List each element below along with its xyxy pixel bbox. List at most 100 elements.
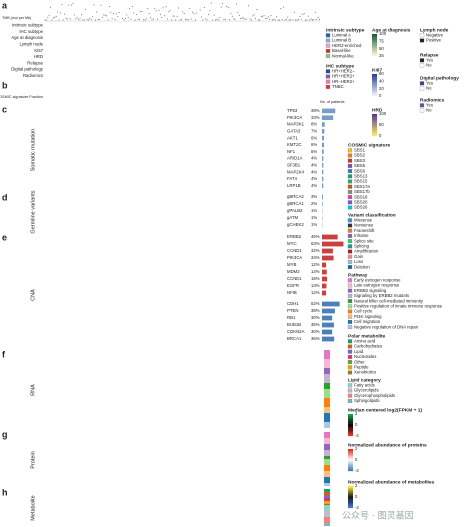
tmb-dot	[274, 19, 276, 21]
tmb-dot	[193, 13, 195, 15]
tmb-dot	[270, 15, 272, 17]
tmb-dot	[126, 14, 128, 16]
tmb-dot	[199, 9, 201, 11]
tmb-dot	[260, 15, 262, 17]
tmb-dot	[302, 14, 304, 16]
tmb-dot	[80, 14, 82, 16]
tmb-dot	[220, 6, 222, 8]
gene-name: FAT4	[287, 176, 298, 181]
tmb-dot	[158, 9, 160, 11]
tmb-dot	[130, 18, 132, 20]
tmb-dot	[145, 18, 147, 20]
gene-name: SF3B1	[287, 163, 301, 168]
tmb-dot	[194, 19, 196, 21]
tmb-dot	[256, 9, 258, 11]
tmb-dot	[224, 18, 226, 20]
tmb-dot	[249, 18, 251, 20]
tmb-dot	[123, 19, 125, 21]
tmb-dot	[253, 14, 255, 16]
tmb-dot	[94, 19, 96, 21]
track-label: Relapse	[27, 60, 43, 65]
tmb-dot	[62, 19, 64, 21]
tmb-dot	[148, 13, 150, 15]
tmb-dot	[85, 8, 87, 10]
tmb-dot	[82, 19, 84, 21]
tmb-dot	[108, 5, 110, 7]
tmb-dot	[222, 3, 224, 5]
track-label: Age at diagnosis	[11, 35, 43, 40]
gene-name: LRP1B	[287, 183, 301, 188]
tmb-dot	[187, 19, 189, 21]
tmb-dot	[209, 10, 211, 12]
tmb-dot	[305, 19, 307, 21]
tmb-dot	[298, 18, 300, 20]
tmb-dot	[57, 11, 59, 13]
tmb-dot	[255, 17, 257, 19]
tmb-dot	[277, 19, 279, 21]
tmb-dot	[210, 2, 212, 4]
tmb-dot	[215, 19, 217, 21]
tmb-dot	[310, 18, 312, 20]
gene-pct: 4%	[311, 176, 317, 181]
tmb-dot	[137, 18, 139, 20]
track-label: Intrinsic subtype	[12, 23, 44, 28]
track-label: Ki67	[34, 48, 43, 53]
track-label: COSMIC signature Fraction	[0, 95, 43, 99]
tmb-dot	[54, 16, 56, 18]
panel-letter: a	[2, 0, 8, 10]
tmb-dot	[278, 19, 280, 21]
tmb-dot	[263, 15, 265, 17]
tmb-dot	[55, 15, 57, 17]
gene-name: MAP3K1	[287, 122, 305, 127]
tmb-dot	[93, 4, 95, 6]
tmb-dot	[227, 6, 229, 8]
tmb-dot	[61, 4, 63, 6]
tmb-dot	[159, 13, 161, 15]
tmb-dot	[172, 15, 174, 17]
tmb-dot	[154, 8, 156, 10]
tmb-dot	[293, 11, 295, 13]
track-label: IHC subtype	[19, 29, 43, 34]
track-label: HRD	[34, 54, 43, 59]
tmb-dot	[183, 12, 185, 14]
tmb-dot	[262, 16, 264, 18]
tmb-dot	[133, 12, 135, 14]
gene-pct: 4%	[311, 156, 317, 161]
tmb-dot	[237, 11, 239, 13]
tmb-dot	[266, 17, 268, 19]
tmb-dot	[250, 19, 252, 21]
tmb-dot	[296, 19, 298, 21]
tmb-dot	[100, 4, 102, 6]
tmb-dot	[196, 12, 198, 14]
tmb-dot	[107, 19, 109, 21]
tmb-dot	[78, 19, 80, 21]
tmb-dot	[48, 15, 50, 17]
gene-pct: 6%	[311, 142, 317, 147]
tmb-dot	[314, 11, 316, 13]
tmb-dot	[51, 19, 53, 21]
track-label: Digital pathology	[11, 67, 44, 72]
tmb-dot	[192, 11, 194, 13]
tmb-dot	[65, 17, 67, 19]
tmb-dot	[316, 19, 318, 21]
tmb-dot	[245, 18, 247, 20]
tmb-dot	[236, 3, 238, 5]
pct-bar	[322, 135, 325, 141]
tmb-dot	[241, 17, 243, 19]
tmb-dot	[45, 19, 47, 21]
tmb-dot	[230, 13, 232, 15]
tmb-dot	[281, 19, 283, 21]
gene-pct: 33%	[311, 115, 320, 120]
tmb-dot	[319, 18, 321, 20]
tmb-dot	[140, 11, 142, 13]
pct-bar	[322, 183, 324, 188]
pct-bar	[322, 176, 324, 182]
tmb-dot	[317, 17, 319, 19]
tmb-label: TMB (mut per Mb)	[2, 16, 31, 20]
gene-pct: 6%	[311, 135, 317, 140]
tmb-dot	[303, 12, 305, 14]
track-label: Lymph node	[20, 42, 44, 47]
tmb-dot	[118, 11, 120, 13]
tmb-dot	[280, 8, 282, 10]
track-label: Radiomics	[23, 73, 43, 78]
